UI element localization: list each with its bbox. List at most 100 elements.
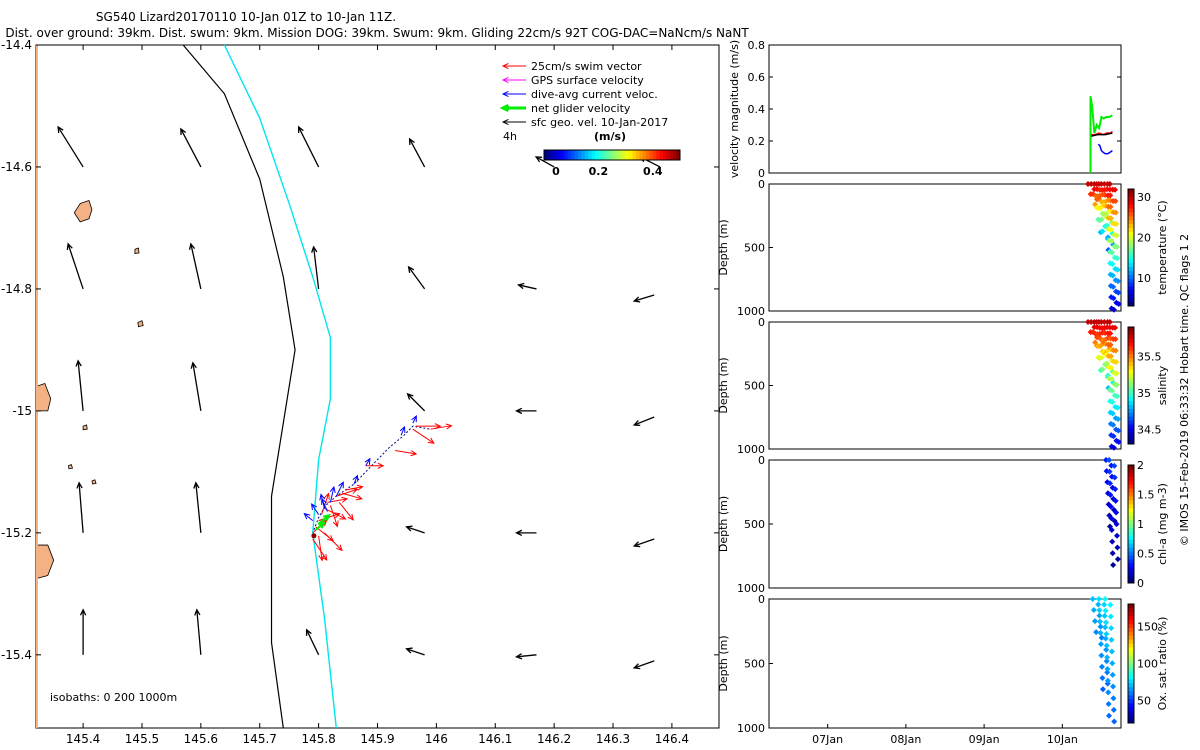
map-ytick-label: -14.4 [1, 38, 32, 52]
sfc-vector-2-shaft [298, 126, 320, 168]
panel-chla: 0 500 1000 Depth (m) 0 0.5 1 1.5 2 chl-a (mg m-3) [717, 454, 1169, 595]
swim-vector-18 [430, 423, 453, 430]
dac-vector-0 [310, 503, 320, 515]
oxygen-point [1102, 619, 1109, 626]
salinity-point [1112, 347, 1119, 354]
sfc-vector-3-head [408, 137, 415, 145]
temperature-colorbar-cell [1128, 204, 1134, 209]
sfc-vector-15 [514, 407, 537, 415]
sfc-vector-26-shaft [516, 654, 537, 658]
salinity-colorbar-cell [1128, 405, 1134, 410]
oxygen-point [1107, 613, 1114, 620]
salinity-point [1114, 416, 1121, 423]
chla-colorbar-cell [1128, 465, 1134, 470]
swim-vector-13-head [336, 544, 343, 552]
sfc-vector-9-head [407, 265, 415, 273]
chla-point [1106, 468, 1113, 475]
oxygen-colorbar-cell [1128, 671, 1134, 676]
temperature-point [1112, 186, 1119, 193]
sfc-vector-17 [76, 481, 84, 533]
oxygen-ytick-label: 1000 [737, 722, 765, 735]
dac-vector-4 [303, 512, 314, 522]
colorbar-cell [584, 150, 589, 160]
sfc-vector-4-shaft [535, 156, 555, 168]
chla-colorbar-cell [1128, 468, 1134, 474]
sfc-vector-10-head [517, 282, 525, 290]
sfc-vector-0-shaft [57, 126, 84, 168]
oxygen-colorbar-cell [1128, 691, 1134, 696]
swim-vector-10 [345, 484, 364, 491]
chla-point [1109, 538, 1116, 545]
map-xtick-label: 146.4 [655, 732, 689, 746]
title-line-2: Dist. over ground: 39km. Dist. swum: 9km… [5, 26, 749, 40]
sfc-vector-16-head [632, 420, 641, 427]
oxygen-point [1101, 601, 1108, 608]
sfc-vector-16 [632, 416, 655, 427]
dac-vector-5-head [321, 497, 327, 505]
map-xtick-label: 145.7 [243, 732, 277, 746]
legend-time-label: 4h [503, 130, 517, 143]
land-island-5 [137, 320, 144, 328]
map-xtick-label: 146.3 [596, 732, 630, 746]
sfc-vector-6-shaft [67, 243, 84, 290]
colorbar-cell [571, 150, 576, 160]
oxygen-point [1102, 635, 1109, 642]
oxygen-point [1110, 695, 1117, 702]
chla-colorbar-cell [1128, 484, 1134, 490]
map-axes-frame [35, 44, 720, 729]
colorbar-cell [561, 150, 565, 160]
sfc-vector-22-head [79, 608, 87, 616]
oxygen-colorbar-cell [1128, 623, 1134, 629]
sfc-vector-13-shaft [192, 362, 202, 411]
velocity-ytick-label: 0.4 [748, 103, 766, 116]
temperature-colorbar-cell [1128, 259, 1134, 264]
sfc-vector-20-head [514, 529, 523, 537]
chla-colorbar-tick-label: 2 [1137, 459, 1144, 472]
oxygen-point [1093, 629, 1100, 636]
sfc-vector-26 [514, 653, 537, 660]
colorbar-tick-label: 0 [552, 165, 560, 178]
temperature-point [1110, 295, 1117, 302]
sfc-vector-1-shaft [180, 128, 202, 168]
time-xtick-label: 09Jan [969, 733, 1000, 746]
swim-vector-15-shaft [412, 428, 435, 444]
time-xtick-label: 08Jan [890, 733, 921, 746]
dac-vector-8-head [399, 425, 406, 433]
velocity-series-dac [1097, 143, 1113, 155]
colorbar-cell [632, 150, 637, 160]
sfc-vector-6 [66, 242, 84, 290]
map-ytick-label: -14.6 [1, 160, 32, 174]
dac-vector-9 [411, 415, 417, 424]
salinity-colorbar-cell [1128, 362, 1134, 367]
dac-vector-4-shaft [304, 513, 314, 522]
oxygen-point [1104, 669, 1111, 676]
velocity-series-net [1089, 96, 1113, 173]
oxygen-colorbar-cell [1128, 631, 1134, 637]
map-ytick-label: -15.4 [1, 648, 32, 662]
oxygen-point [1102, 596, 1109, 602]
temperature-colorbar-cell [1128, 189, 1134, 194]
temperature-point [1114, 266, 1121, 273]
temperature-colorbar-cell [1128, 298, 1134, 303]
oxygen-point [1110, 683, 1117, 690]
oxygen-point [1091, 618, 1098, 625]
colorbar-cell [608, 150, 613, 160]
sfc-vector-9-shaft [408, 266, 426, 290]
swim-vector-4-shaft [324, 508, 346, 520]
temperature-colorbar-cell [1128, 243, 1134, 248]
salinity-colorbar-cell [1128, 436, 1134, 441]
chla-colorbar-cell [1128, 512, 1134, 517]
colorbar-cell [629, 150, 633, 160]
legend-arrow-gps [501, 76, 526, 84]
sfc-vector-21 [632, 538, 655, 548]
chla-colorbar-cell [1128, 579, 1134, 584]
oxygen-point [1096, 607, 1103, 614]
temperature-point [1098, 181, 1105, 187]
salinity-ytick-label: 500 [744, 380, 765, 393]
sfc-vector-25-head [405, 647, 413, 654]
colorbar-cell [652, 150, 657, 160]
swim-vector-7-shaft [336, 488, 358, 497]
temperature-colorbar-cell [1128, 228, 1134, 233]
temperature-colorbar-cell [1128, 220, 1134, 225]
salinity-ytick-label: 0 [758, 316, 765, 329]
